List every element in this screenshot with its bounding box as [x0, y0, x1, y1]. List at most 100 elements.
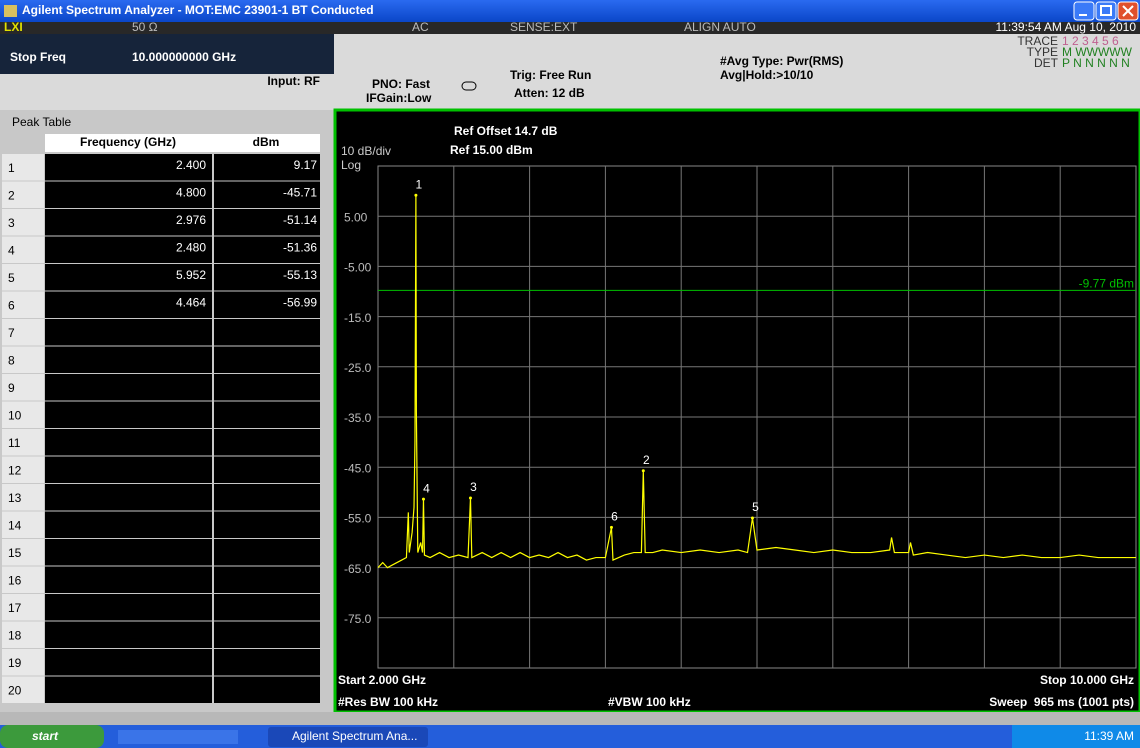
active-function-box — [0, 34, 334, 74]
y-tick-label: -5.00 — [344, 261, 372, 275]
marker-label: 4 — [423, 481, 430, 495]
column-header — [45, 134, 320, 152]
index-cell — [2, 291, 44, 318]
tray-clock: 11:39 AM — [1084, 729, 1134, 743]
align: ALIGN AUTO — [684, 20, 756, 34]
minimize-button[interactable] — [1073, 1, 1095, 21]
marker — [750, 516, 754, 520]
index-cell — [2, 209, 44, 236]
row-index: 8 — [8, 353, 15, 367]
y-tick-label: -55.0 — [344, 512, 372, 526]
impedance: 50 Ω — [132, 20, 158, 34]
peak-level: -55.13 — [283, 268, 317, 282]
column-title: Frequency (GHz) — [80, 135, 176, 149]
level-cell — [214, 594, 320, 621]
quick-launch — [118, 730, 238, 744]
freq-cell — [45, 539, 212, 566]
lxi-logo: LXI — [4, 20, 23, 34]
peak-level: -56.99 — [283, 296, 317, 310]
freq-cell — [45, 401, 212, 428]
row-index: 1 — [8, 161, 15, 175]
index-cell — [2, 649, 44, 676]
index-cell — [2, 456, 44, 483]
level-cell — [214, 621, 320, 648]
level-cell — [214, 319, 320, 346]
maximize-button[interactable] — [1095, 1, 1117, 21]
index-cell — [2, 511, 44, 538]
peak-frequency: 4.464 — [176, 296, 206, 310]
trace-value: 1 2 3 4 5 6 — [1062, 34, 1119, 48]
index-cell — [2, 181, 44, 208]
index-cell — [2, 539, 44, 566]
marker — [468, 496, 472, 500]
index-cell — [2, 676, 44, 703]
level-cell — [214, 401, 320, 428]
status-strip — [0, 22, 1140, 34]
tray — [1012, 725, 1140, 748]
row-index: 16 — [8, 573, 22, 587]
row-index: 7 — [8, 326, 15, 340]
level-cell — [214, 236, 320, 263]
level-cell — [214, 346, 320, 373]
index-cell — [2, 346, 44, 373]
level-cell — [214, 484, 320, 511]
level-cell — [214, 291, 320, 318]
level-cell — [214, 429, 320, 456]
app-icon — [4, 5, 17, 17]
peak-level: 9.17 — [294, 158, 318, 172]
y-tick-label: -35.0 — [344, 411, 372, 425]
freq-cell — [45, 594, 212, 621]
res-bw: #Res BW 100 kHz — [338, 695, 438, 709]
marker — [609, 525, 613, 529]
peak-table-title: Peak Table — [12, 115, 71, 129]
start-button[interactable] — [0, 725, 104, 748]
clock-time: 11:39:54 AM Aug 10, 2010 — [995, 20, 1136, 34]
active-label: Stop Freq — [10, 50, 66, 64]
peak-frequency: 2.976 — [176, 213, 206, 227]
row-index: 6 — [8, 298, 15, 312]
peak-frequency: 2.400 — [176, 158, 206, 172]
scale: 10 dB/div — [341, 144, 391, 158]
freq-cell — [45, 181, 212, 208]
level-cell — [214, 374, 320, 401]
det-label: DET — [1034, 56, 1059, 70]
level-cell — [214, 511, 320, 538]
y-tick-label: -45.0 — [344, 461, 372, 475]
peak-frequency: 5.952 — [176, 268, 206, 282]
level-cell — [214, 676, 320, 703]
index-cell — [2, 429, 44, 456]
y-tick-label: -15.0 — [344, 311, 372, 325]
title-bar — [0, 0, 1140, 22]
row-index: 19 — [8, 656, 22, 670]
peak-level: -45.71 — [283, 186, 317, 200]
maximize-glyph — [1100, 5, 1112, 16]
freq-cell — [45, 429, 212, 456]
row-index: 20 — [8, 683, 22, 697]
avg-type: #Avg Type: Pwr(RMS) — [720, 54, 843, 68]
index-cell — [2, 264, 44, 291]
freq-cell — [45, 511, 212, 538]
index-cell — [2, 319, 44, 346]
marker-label: 1 — [416, 177, 423, 191]
row-index: 13 — [8, 491, 22, 505]
avg-hold: Avg|Hold:>10/10 — [720, 68, 814, 82]
index-cell — [2, 154, 44, 181]
det-value: P N N N N N — [1062, 56, 1130, 70]
level-cell — [214, 209, 320, 236]
peak-level: -51.36 — [283, 241, 317, 255]
start-freq: Start 2.000 GHz — [338, 673, 426, 687]
trigger-icon — [461, 81, 477, 91]
row-index: 5 — [8, 271, 15, 285]
level-cell — [214, 154, 320, 181]
plot-panel — [333, 108, 1140, 714]
marker-label: 2 — [643, 453, 650, 467]
task-button[interactable] — [268, 727, 428, 747]
index-cell — [2, 374, 44, 401]
index-cell — [2, 566, 44, 593]
freq-cell — [45, 484, 212, 511]
ifgain: IFGain:Low — [366, 91, 432, 105]
window-title: Agilent Spectrum Analyzer - MOT:EMC 2390… — [22, 3, 374, 17]
freq-cell — [45, 236, 212, 263]
row-index: 15 — [8, 546, 22, 560]
